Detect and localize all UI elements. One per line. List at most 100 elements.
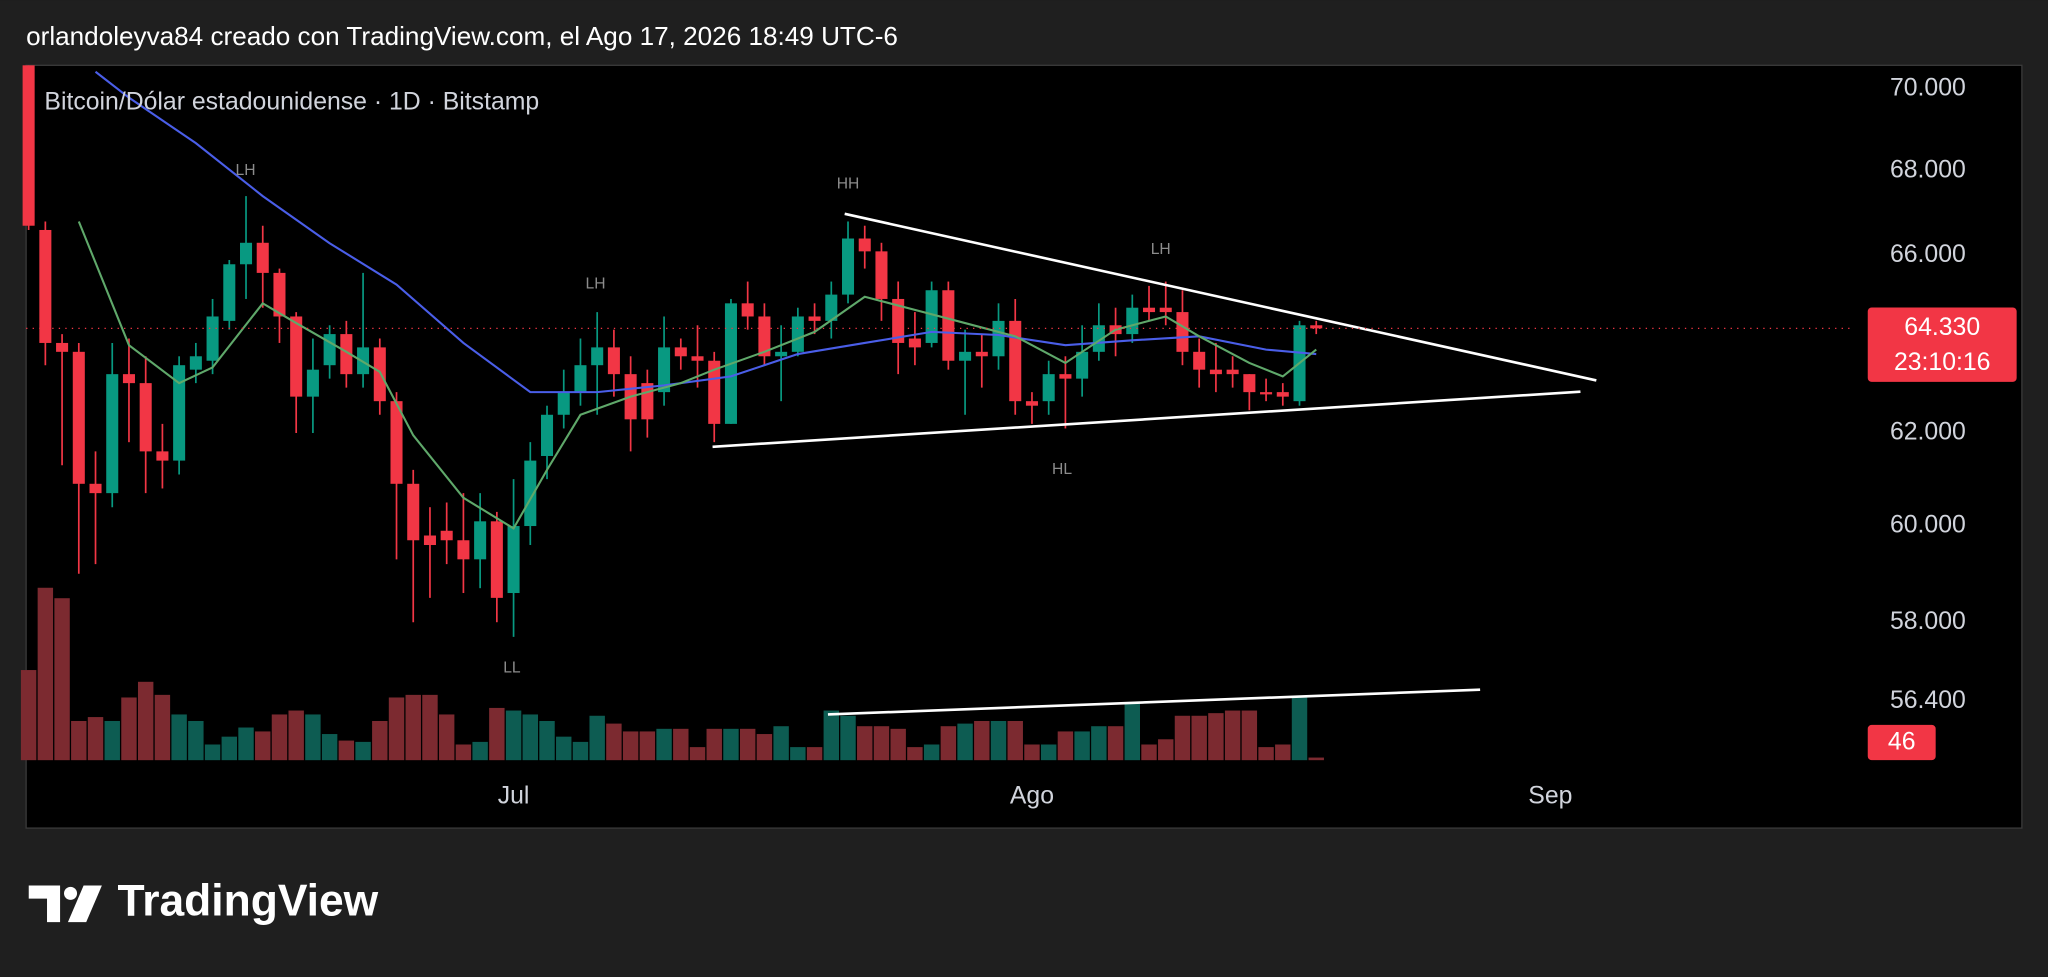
last-volume-box xyxy=(1867,724,1936,761)
logo-text: TradingView xyxy=(118,877,379,926)
candle-body xyxy=(440,530,453,541)
candle-body xyxy=(808,316,821,321)
volume-bar xyxy=(739,728,756,761)
candle-body xyxy=(1310,325,1323,329)
volume-bar xyxy=(1308,757,1324,761)
candle-body xyxy=(607,347,620,375)
volume-bar xyxy=(1074,731,1090,761)
candle-body xyxy=(540,414,554,456)
symbol-legend: Bitcoin/Dólar estadounidense · 1D · Bits… xyxy=(44,89,539,116)
volume-bar xyxy=(923,744,940,761)
annotation: LL xyxy=(503,660,521,677)
candle-body xyxy=(641,383,654,420)
candle-body xyxy=(775,351,788,357)
candle-body xyxy=(139,383,152,452)
candle-body xyxy=(1025,401,1038,406)
volume-bar xyxy=(1057,731,1074,761)
volume-bar xyxy=(1191,715,1207,761)
candle-body xyxy=(1226,369,1239,375)
candle-body xyxy=(708,360,721,424)
volume-bar xyxy=(372,720,388,761)
volume-bar xyxy=(121,697,137,761)
annotation: LH xyxy=(586,276,606,293)
x-tick-label: Ago xyxy=(1010,782,1054,809)
volume-bar xyxy=(890,728,906,761)
volume-bar xyxy=(639,731,656,761)
candle-body xyxy=(975,351,988,357)
volume-bar xyxy=(857,726,873,761)
volume-bar xyxy=(1158,739,1174,761)
candle-body xyxy=(373,347,386,402)
volume-bar xyxy=(673,728,689,761)
candle-body xyxy=(106,374,119,494)
candle-body xyxy=(390,401,403,484)
volume-bar xyxy=(656,728,672,761)
volume-bar xyxy=(556,736,572,761)
volume-bar xyxy=(321,734,338,761)
volume-bar xyxy=(790,747,806,761)
logo-dot xyxy=(64,886,78,900)
candle-body xyxy=(825,294,838,321)
x-tick-label: Jul xyxy=(498,782,530,809)
candle-body xyxy=(1243,374,1256,393)
volume-bar xyxy=(104,720,120,761)
trend-line xyxy=(844,212,1597,382)
volume-bar xyxy=(974,720,990,761)
candle-body xyxy=(290,316,303,397)
candle-body xyxy=(1142,307,1156,313)
candle-body xyxy=(908,338,921,348)
volume-bar xyxy=(238,727,254,761)
volume-bar xyxy=(1124,702,1141,761)
volume-bar xyxy=(1275,744,1291,761)
candle-body xyxy=(691,356,704,361)
candle-body xyxy=(858,238,871,252)
candle-body xyxy=(791,316,804,352)
logo-icon xyxy=(28,885,102,923)
candle-body xyxy=(189,356,202,370)
y-tick-label: 60.000 xyxy=(1890,512,1966,539)
volume-bar xyxy=(706,728,722,761)
candle-body xyxy=(239,242,253,265)
candle-body xyxy=(340,334,353,375)
candle-body xyxy=(256,242,269,273)
volume-bar xyxy=(255,731,271,761)
volume-bar xyxy=(489,707,505,761)
candle-body xyxy=(474,521,487,560)
volume-bar xyxy=(54,598,70,761)
candle-body xyxy=(992,320,1005,357)
volume-bar xyxy=(305,714,321,761)
volume-bar xyxy=(823,710,840,761)
volume-bar xyxy=(622,731,639,761)
volume-bar xyxy=(188,720,204,761)
plot: 70.000 68.000 66.000 62.000 60.000 58.000 56.4… xyxy=(20,65,2017,809)
y-tick-label: 62.000 xyxy=(1890,419,1966,446)
candle-body xyxy=(223,264,236,321)
volume-bar xyxy=(355,741,371,761)
candle-body xyxy=(557,392,570,415)
candle-body xyxy=(1176,312,1189,352)
volume-bar xyxy=(1024,744,1040,761)
volume-bar xyxy=(1224,710,1241,761)
volume-bar xyxy=(388,697,405,761)
candle-body xyxy=(1126,307,1139,335)
candle-body xyxy=(591,347,604,366)
volume-bar xyxy=(204,744,221,761)
candle-body xyxy=(1260,392,1273,395)
candle-body xyxy=(658,347,671,393)
candle-body xyxy=(758,316,771,357)
volume-bar xyxy=(221,736,238,761)
candle-body xyxy=(122,374,135,384)
candle-body xyxy=(1059,374,1072,379)
volume-bar xyxy=(1141,744,1157,761)
volume-bar xyxy=(1091,726,1107,761)
volume-bar xyxy=(1040,744,1057,761)
volume-bar xyxy=(154,694,171,761)
candle-body xyxy=(959,351,972,361)
candle-body xyxy=(1042,374,1055,402)
trend-line xyxy=(827,688,1481,716)
y-tick-label: 56.400 xyxy=(1890,687,1966,714)
candle-body xyxy=(875,251,888,299)
volume-bar xyxy=(422,694,438,761)
